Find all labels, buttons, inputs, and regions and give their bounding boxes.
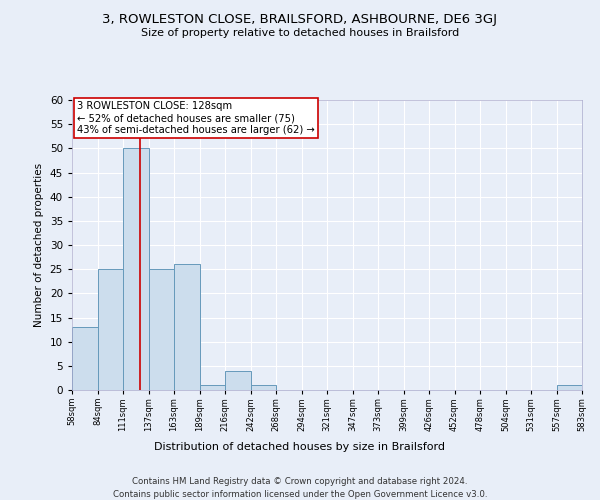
Text: 3, ROWLESTON CLOSE, BRAILSFORD, ASHBOURNE, DE6 3GJ: 3, ROWLESTON CLOSE, BRAILSFORD, ASHBOURN… [103, 12, 497, 26]
Bar [557, 385, 582, 390]
Bar [251, 385, 276, 390]
Bar [199, 385, 225, 390]
Bar [97, 269, 123, 390]
Text: 3 ROWLESTON CLOSE: 128sqm
← 52% of detached houses are smaller (75)
43% of semi-: 3 ROWLESTON CLOSE: 128sqm ← 52% of detac… [77, 102, 315, 134]
Text: Contains HM Land Registry data © Crown copyright and database right 2024.: Contains HM Land Registry data © Crown c… [132, 478, 468, 486]
Bar [149, 269, 174, 390]
Bar [123, 148, 149, 390]
Bar [225, 370, 251, 390]
Text: Contains public sector information licensed under the Open Government Licence v3: Contains public sector information licen… [113, 490, 487, 499]
Bar [72, 327, 97, 390]
Text: Size of property relative to detached houses in Brailsford: Size of property relative to detached ho… [141, 28, 459, 38]
Bar [174, 264, 199, 390]
Y-axis label: Number of detached properties: Number of detached properties [34, 163, 44, 327]
Text: Distribution of detached houses by size in Brailsford: Distribution of detached houses by size … [155, 442, 445, 452]
